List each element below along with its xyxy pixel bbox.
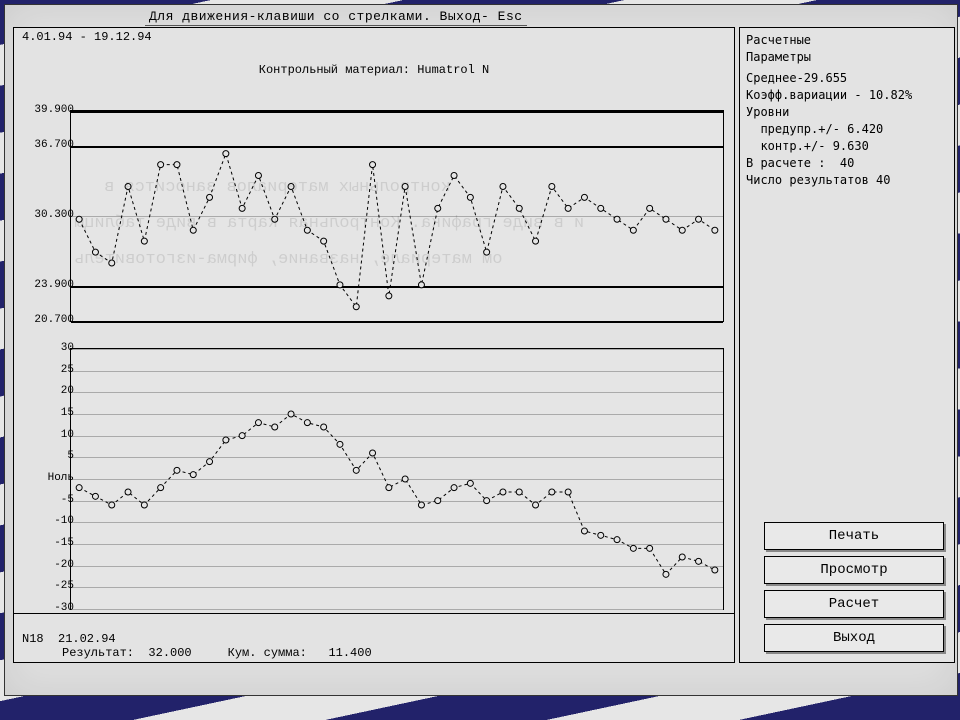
ytick-label: -20	[24, 559, 74, 571]
button-stack: Печать Просмотр Расчет Выход	[764, 516, 944, 652]
ytick-label: 36.700	[24, 139, 74, 151]
app-window: Для движения-клавиши со стрелками. Выход…	[4, 4, 958, 696]
calc-button[interactable]: Расчет	[764, 590, 944, 618]
main-frame: 4.01.94 - 19.12.94 Контрольный материал:…	[13, 27, 735, 663]
ytick-label: 39.900	[24, 104, 74, 116]
ytick-label: 30.300	[24, 209, 74, 221]
ytick-label: 20.700	[24, 314, 74, 326]
ytick-label: 20	[24, 385, 74, 397]
ytick-label: 15	[24, 407, 74, 419]
ytick-label: 5	[24, 450, 74, 462]
ytick-label: 30	[24, 342, 74, 354]
levey-jennings-chart	[70, 110, 724, 322]
print-button[interactable]: Печать	[764, 522, 944, 550]
hdr-l1: Контрольный материал: Humatrol N	[20, 62, 728, 78]
view-button[interactable]: Просмотр	[764, 556, 944, 584]
side-rows: Среднее-29.655 Коэфф.вариации - 10.82% У…	[746, 70, 948, 189]
side-panel: Расчетные Параметры Среднее-29.655 Коэфф…	[739, 27, 955, 663]
ytick-label: Ноль	[24, 472, 74, 484]
cusum-chart	[70, 348, 724, 610]
ytick-label: 10	[24, 429, 74, 441]
hint-bar: Для движения-клавиши со стрелками. Выход…	[145, 9, 527, 26]
side-title: Расчетные Параметры	[746, 32, 948, 66]
footer-bar: N18 21.02.94 Результат: 32.000 Кум. сумм…	[14, 613, 734, 662]
exit-button[interactable]: Выход	[764, 624, 944, 652]
ytick-label: -5	[24, 494, 74, 506]
ytick-label: -15	[24, 537, 74, 549]
footer-left: N18 21.02.94	[22, 632, 116, 646]
ytick-label: -25	[24, 580, 74, 592]
ytick-label: -30	[24, 602, 74, 614]
ytick-label: 25	[24, 364, 74, 376]
ytick-label: -10	[24, 515, 74, 527]
ytick-label: 23.900	[24, 279, 74, 291]
footer-mid: Результат: 32.000 Кум. сумма: 11.400	[62, 646, 372, 660]
